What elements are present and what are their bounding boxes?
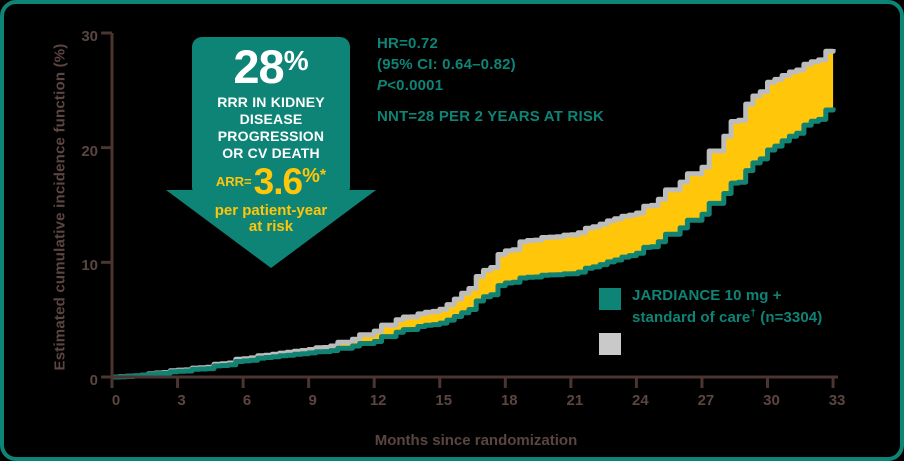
y-tick-label: 30 [81, 27, 98, 45]
rrr-percent: 28% [233, 40, 309, 93]
y-tick-label: 0 [89, 372, 98, 389]
x-tick-label: 30 [763, 392, 780, 409]
p-value-text: P<0.0001 [377, 77, 444, 94]
rrr-description-line: OR CV DEATH [222, 145, 320, 161]
legend-swatch-comparator [599, 333, 621, 355]
arr-qualifier: per patient-year at risk [214, 202, 328, 235]
x-tick-label: 3 [177, 392, 186, 409]
stats-block: HR=0.72 (95% CI: 0.64–0.82) P<0.0001 NNT… [377, 33, 604, 127]
axes-layer [101, 31, 839, 388]
y-axis-title: Estimated cumulative incidence function … [51, 43, 69, 371]
x-tick-label: 24 [632, 392, 649, 409]
down-arrow-shape [166, 37, 376, 268]
x-tick-label: 15 [435, 392, 453, 409]
x-tick-label: 6 [242, 392, 252, 409]
legend-label-jardiance: JARDIANCE 10 mg + standard of care† (n=3… [632, 287, 823, 326]
rrr-description: RRR IN KIDNEY DISEASE PROGRESSION OR CV DEA… [166, 94, 376, 162]
curves-layer [112, 48, 836, 380]
y-tick-label: 20 [81, 142, 98, 160]
difference-fill-layer [112, 49, 834, 377]
legend: JARDIANCE 10 mg + standard of care† (n=3… [599, 287, 899, 362]
confidence-interval-text: (95% CI: 0.64–0.82) [377, 56, 516, 73]
y-tick-label: 10 [81, 257, 98, 275]
x-axis-title: Months since randomization [374, 432, 578, 449]
x-tick-label: 12 [369, 392, 387, 409]
x-tick-label: 9 [308, 392, 317, 409]
jardiance-curve [112, 107, 836, 380]
difference-fill [112, 49, 834, 377]
nnt-text: NNT=28 PER 2 YEARS AT RISK [377, 108, 605, 125]
rrr-description-line: PROGRESSION [217, 128, 325, 144]
hazard-ratio-text: HR=0.72 [377, 35, 439, 52]
x-tick-label: 27 [697, 392, 715, 409]
rrr-description-line: RRR IN KIDNEY [217, 94, 325, 110]
x-tick-label: 0 [111, 392, 121, 409]
arr-value: ARR=3.6%* [215, 161, 327, 202]
rrr-callout: 28% RRR IN KIDNEY DISEASE PROGRESSION OR CV… [166, 37, 376, 272]
x-tick-label: 18 [500, 392, 518, 409]
rrr-description-line: DISEASE [239, 111, 303, 127]
x-tick-label: 33 [828, 392, 846, 409]
x-tick-label: 21 [566, 392, 584, 409]
legend-swatch-jardiance [599, 288, 621, 310]
